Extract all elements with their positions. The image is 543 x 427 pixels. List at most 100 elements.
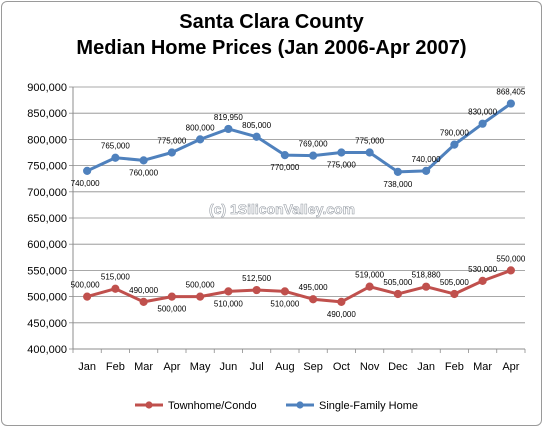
- data-point: [422, 282, 431, 291]
- y-tick-label: 850,000: [27, 108, 67, 120]
- x-tick-label: Dec: [388, 361, 408, 373]
- x-tick-label: Aug: [275, 361, 295, 373]
- data-label: 490,000: [129, 286, 158, 295]
- data-point: [309, 151, 318, 160]
- y-tick-label: 400,000: [27, 344, 67, 356]
- x-tick-label: Jan: [78, 361, 96, 373]
- x-tick-label: Jun: [220, 361, 238, 373]
- data-point: [167, 292, 176, 301]
- series-single-family-home: 740,000765,000760,000775,000800,000819,9…: [71, 88, 526, 189]
- x-tick-label: Feb: [106, 361, 125, 373]
- data-label: 518,880: [412, 271, 441, 280]
- y-tick-label: 700,000: [27, 187, 67, 199]
- x-tick-label: Jan: [417, 361, 435, 373]
- data-point: [450, 289, 459, 299]
- data-label: 868,405: [496, 88, 525, 97]
- data-point: [224, 124, 233, 134]
- y-tick-label: 450,000: [27, 318, 67, 330]
- series-line: [86, 102, 512, 174]
- y-tick-label: 500,000: [27, 292, 67, 304]
- data-label: 760,000: [129, 168, 158, 177]
- x-tick-label: Apr: [502, 361, 519, 373]
- data-point: [252, 132, 261, 141]
- data-point: [393, 289, 402, 299]
- data-point: [337, 148, 346, 157]
- data-label: 500,000: [71, 281, 100, 290]
- data-label: 740,000: [412, 155, 441, 164]
- data-point: [280, 151, 289, 160]
- data-point: [252, 285, 261, 295]
- data-point: [111, 284, 120, 293]
- x-tick-label: Jul: [250, 361, 264, 373]
- y-tick-label: 800,000: [27, 134, 67, 146]
- data-point: [337, 297, 346, 306]
- data-label: 510,000: [214, 299, 243, 308]
- x-tick-label: Oct: [333, 361, 350, 373]
- x-tick-label: Mar: [473, 361, 492, 373]
- data-label: 490,000: [327, 310, 356, 319]
- data-label: 775,000: [327, 161, 356, 170]
- legend-item: Single-Family Home: [286, 400, 418, 412]
- data-label: 510,000: [270, 299, 299, 308]
- data-point: [422, 166, 431, 175]
- data-point: [83, 166, 92, 175]
- data-label: 769,000: [299, 140, 328, 149]
- data-point: [506, 99, 515, 108]
- x-tick-label: Feb: [445, 361, 464, 373]
- data-label: 770,000: [270, 163, 299, 172]
- data-point: [478, 276, 487, 285]
- y-tick-label: 750,000: [27, 161, 67, 173]
- data-label: 740,000: [71, 179, 100, 188]
- x-tick-label: Apr: [163, 361, 180, 373]
- data-point: [280, 287, 289, 296]
- data-point: [365, 282, 374, 291]
- data-label: 530,000: [468, 265, 497, 274]
- data-point: [506, 266, 515, 275]
- data-label: 775,000: [157, 137, 186, 146]
- data-label: 765,000: [101, 142, 130, 151]
- legend-swatch-marker: [296, 401, 304, 409]
- data-point: [224, 287, 233, 296]
- data-point: [139, 297, 148, 306]
- data-label: 805,000: [242, 121, 271, 130]
- legend-label: Townhome/Condo: [168, 400, 257, 412]
- data-point: [167, 148, 176, 157]
- legend-swatch-marker: [145, 401, 153, 409]
- data-label: 519,000: [355, 271, 384, 280]
- data-label: 500,000: [186, 281, 215, 290]
- x-tick-label: Nov: [360, 361, 380, 373]
- data-point: [196, 135, 205, 144]
- data-point: [365, 148, 374, 157]
- watermark: (c) 1SiliconValley.com: [209, 201, 355, 217]
- data-point: [83, 292, 92, 301]
- legend-label: Single-Family Home: [319, 400, 418, 412]
- data-label: 512,500: [242, 274, 271, 283]
- x-tick-label: Mar: [134, 361, 153, 373]
- data-point: [478, 119, 487, 128]
- data-label: 500,000: [157, 305, 186, 314]
- data-label: 515,000: [101, 273, 130, 282]
- x-tick-label: Sep: [303, 361, 323, 373]
- data-label: 800,000: [186, 123, 215, 132]
- series-line: [86, 268, 512, 304]
- y-tick-label: 900,000: [27, 82, 67, 94]
- data-label: 495,000: [299, 283, 328, 292]
- data-point: [111, 153, 120, 162]
- data-point: [450, 140, 459, 149]
- data-point: [309, 295, 318, 304]
- data-label: 830,000: [468, 108, 497, 117]
- x-tick-label: May: [190, 361, 211, 373]
- y-tick-label: 650,000: [27, 213, 67, 225]
- data-label: 505,000: [383, 278, 412, 287]
- data-label: 550,000: [496, 254, 525, 263]
- y-tick-label: 550,000: [27, 265, 67, 277]
- chart-title-line2: Median Home Prices (Jan 2006-Apr 2007): [76, 37, 467, 59]
- data-point: [196, 292, 205, 301]
- data-label: 819,950: [214, 113, 243, 122]
- data-label: 505,000: [440, 278, 469, 287]
- data-label: 738,000: [383, 180, 412, 189]
- data-point: [393, 167, 402, 176]
- chart-title-line1: Santa Clara County: [179, 11, 364, 33]
